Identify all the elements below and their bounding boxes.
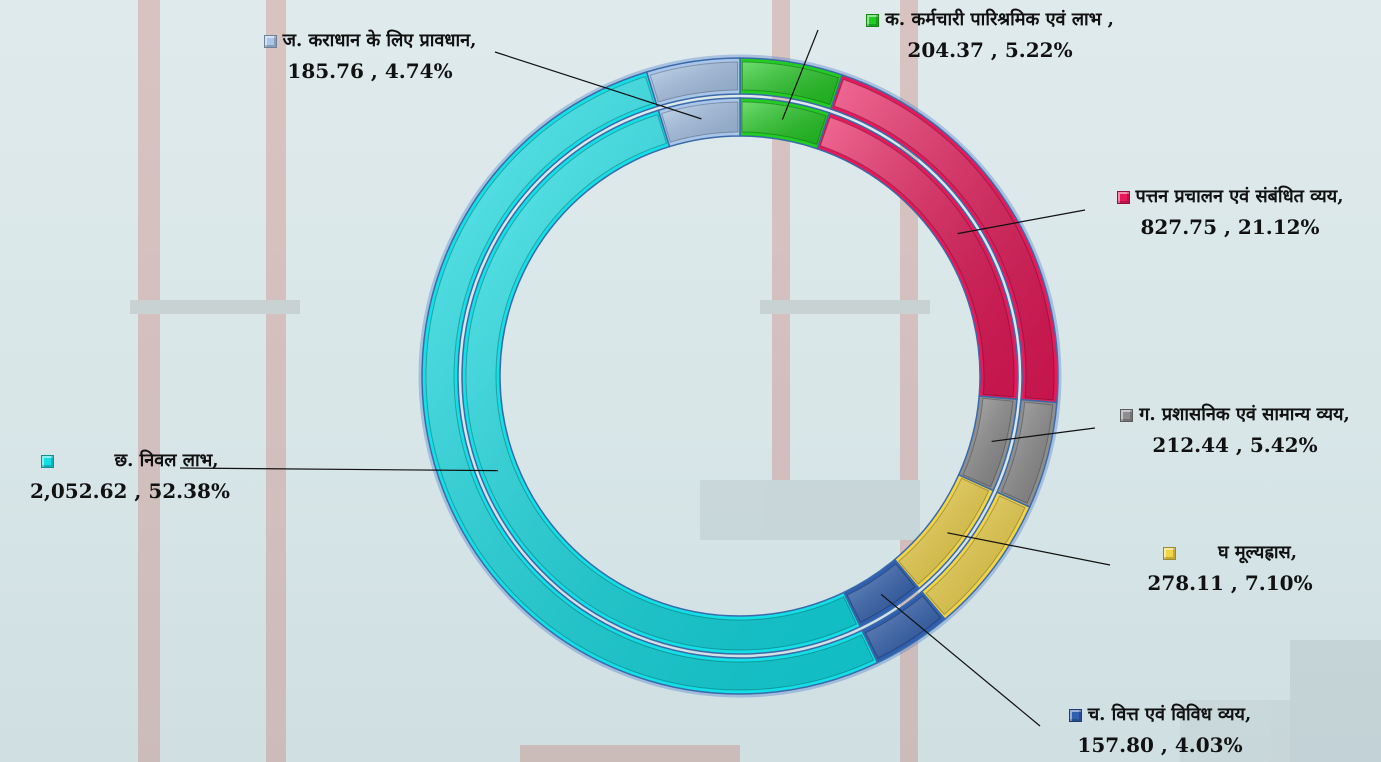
leader-line-2 bbox=[991, 427, 1096, 443]
slice-value: 204.37 , 5.22% bbox=[907, 38, 1073, 62]
ring1-slice-5 bbox=[421, 71, 879, 695]
ring2-slice-1-bevel bbox=[819, 116, 1015, 398]
slice-label: ग. प्रशासनिक एवं सामान्य व्यय, bbox=[1139, 404, 1350, 425]
ring2-slice-4-bevel bbox=[846, 563, 916, 623]
ring1-slice-5-bevel bbox=[425, 75, 875, 691]
ring2-slice-2-bevel bbox=[962, 397, 1014, 488]
slice-label: घ मूल्यह्रास, bbox=[1218, 542, 1297, 563]
ring1-slice-4-bevel bbox=[865, 595, 942, 659]
legend-swatch-green bbox=[866, 13, 880, 27]
label-slice-1: पत्तन प्रचालन एवं संबंधित व्यय, 827.75 ,… bbox=[1085, 182, 1375, 242]
legend-swatch-lightblue bbox=[263, 34, 277, 48]
legend-swatch-yellow bbox=[1163, 546, 1176, 560]
slice-label: च. वित्त एवं विविध व्यय, bbox=[1087, 704, 1252, 725]
slice-value: 278.11 , 7.10% bbox=[1147, 571, 1313, 595]
legend-swatch-cyan bbox=[41, 454, 55, 468]
ring1-slice-0-bevel bbox=[741, 61, 840, 106]
ring2-slice-5-bevel bbox=[465, 114, 858, 651]
leader-line-3 bbox=[947, 532, 1111, 566]
slice-label: पत्तन प्रचालन एवं संबंधित व्यय, bbox=[1135, 186, 1344, 207]
ring1-slice-3-bevel bbox=[925, 495, 1026, 616]
slice-label: छ. निवल लाभ, bbox=[114, 450, 219, 471]
slice-value: 157.80 , 4.03% bbox=[1077, 733, 1243, 757]
slice-value: 2,052.62 , 52.38% bbox=[30, 479, 230, 503]
slice-value: 212.44 , 5.42% bbox=[1152, 433, 1318, 457]
leader-line-5 bbox=[179, 467, 498, 472]
leader-line-4 bbox=[880, 593, 1041, 727]
leader-line-0 bbox=[781, 29, 819, 120]
label-slice-0: क. कर्मचारी पारिश्रमिक एवं लाभ , 204.37 … bbox=[820, 5, 1160, 65]
outer-ring-edge bbox=[418, 54, 1062, 698]
label-slice-3: घ मूल्यह्रास, 278.11 , 7.10% bbox=[1115, 538, 1345, 598]
label-slice-5: छ. निवल लाभ, 2,052.62 , 52.38% bbox=[5, 446, 255, 506]
legend-swatch-gray bbox=[1120, 408, 1134, 422]
ring2-slice-3-bevel bbox=[898, 477, 990, 585]
ring1-slice-2-bevel bbox=[1000, 401, 1054, 504]
label-slice-4: च. वित्त एवं विविध व्यय, 157.80 , 4.03% bbox=[1040, 700, 1280, 760]
leader-line-6 bbox=[494, 51, 702, 120]
ring1-slice-6-bevel bbox=[649, 61, 739, 103]
ring2-slice-0-bevel bbox=[741, 101, 827, 145]
slice-value: 827.75 , 21.12% bbox=[1140, 215, 1320, 239]
legend-swatch-crimson bbox=[1116, 190, 1130, 204]
leader-line-1 bbox=[957, 209, 1086, 235]
ring1-slice-1-bevel bbox=[833, 78, 1055, 401]
slice-label: क. कर्मचारी पारिश्रमिक एवं लाभ , bbox=[885, 9, 1114, 30]
legend-swatch-blue bbox=[1068, 708, 1082, 722]
slice-value: 185.76 , 4.74% bbox=[287, 59, 453, 83]
slice-label: ज. कराधान के लिए प्रावधान, bbox=[282, 30, 477, 51]
label-slice-2: ग. प्रशासनिक एवं सामान्य व्यय, 212.44 , … bbox=[1095, 400, 1375, 460]
ring2-slice-5 bbox=[461, 109, 862, 655]
label-slice-6: ज. कराधान के लिए प्रावधान, 185.76 , 4.74… bbox=[235, 26, 505, 86]
